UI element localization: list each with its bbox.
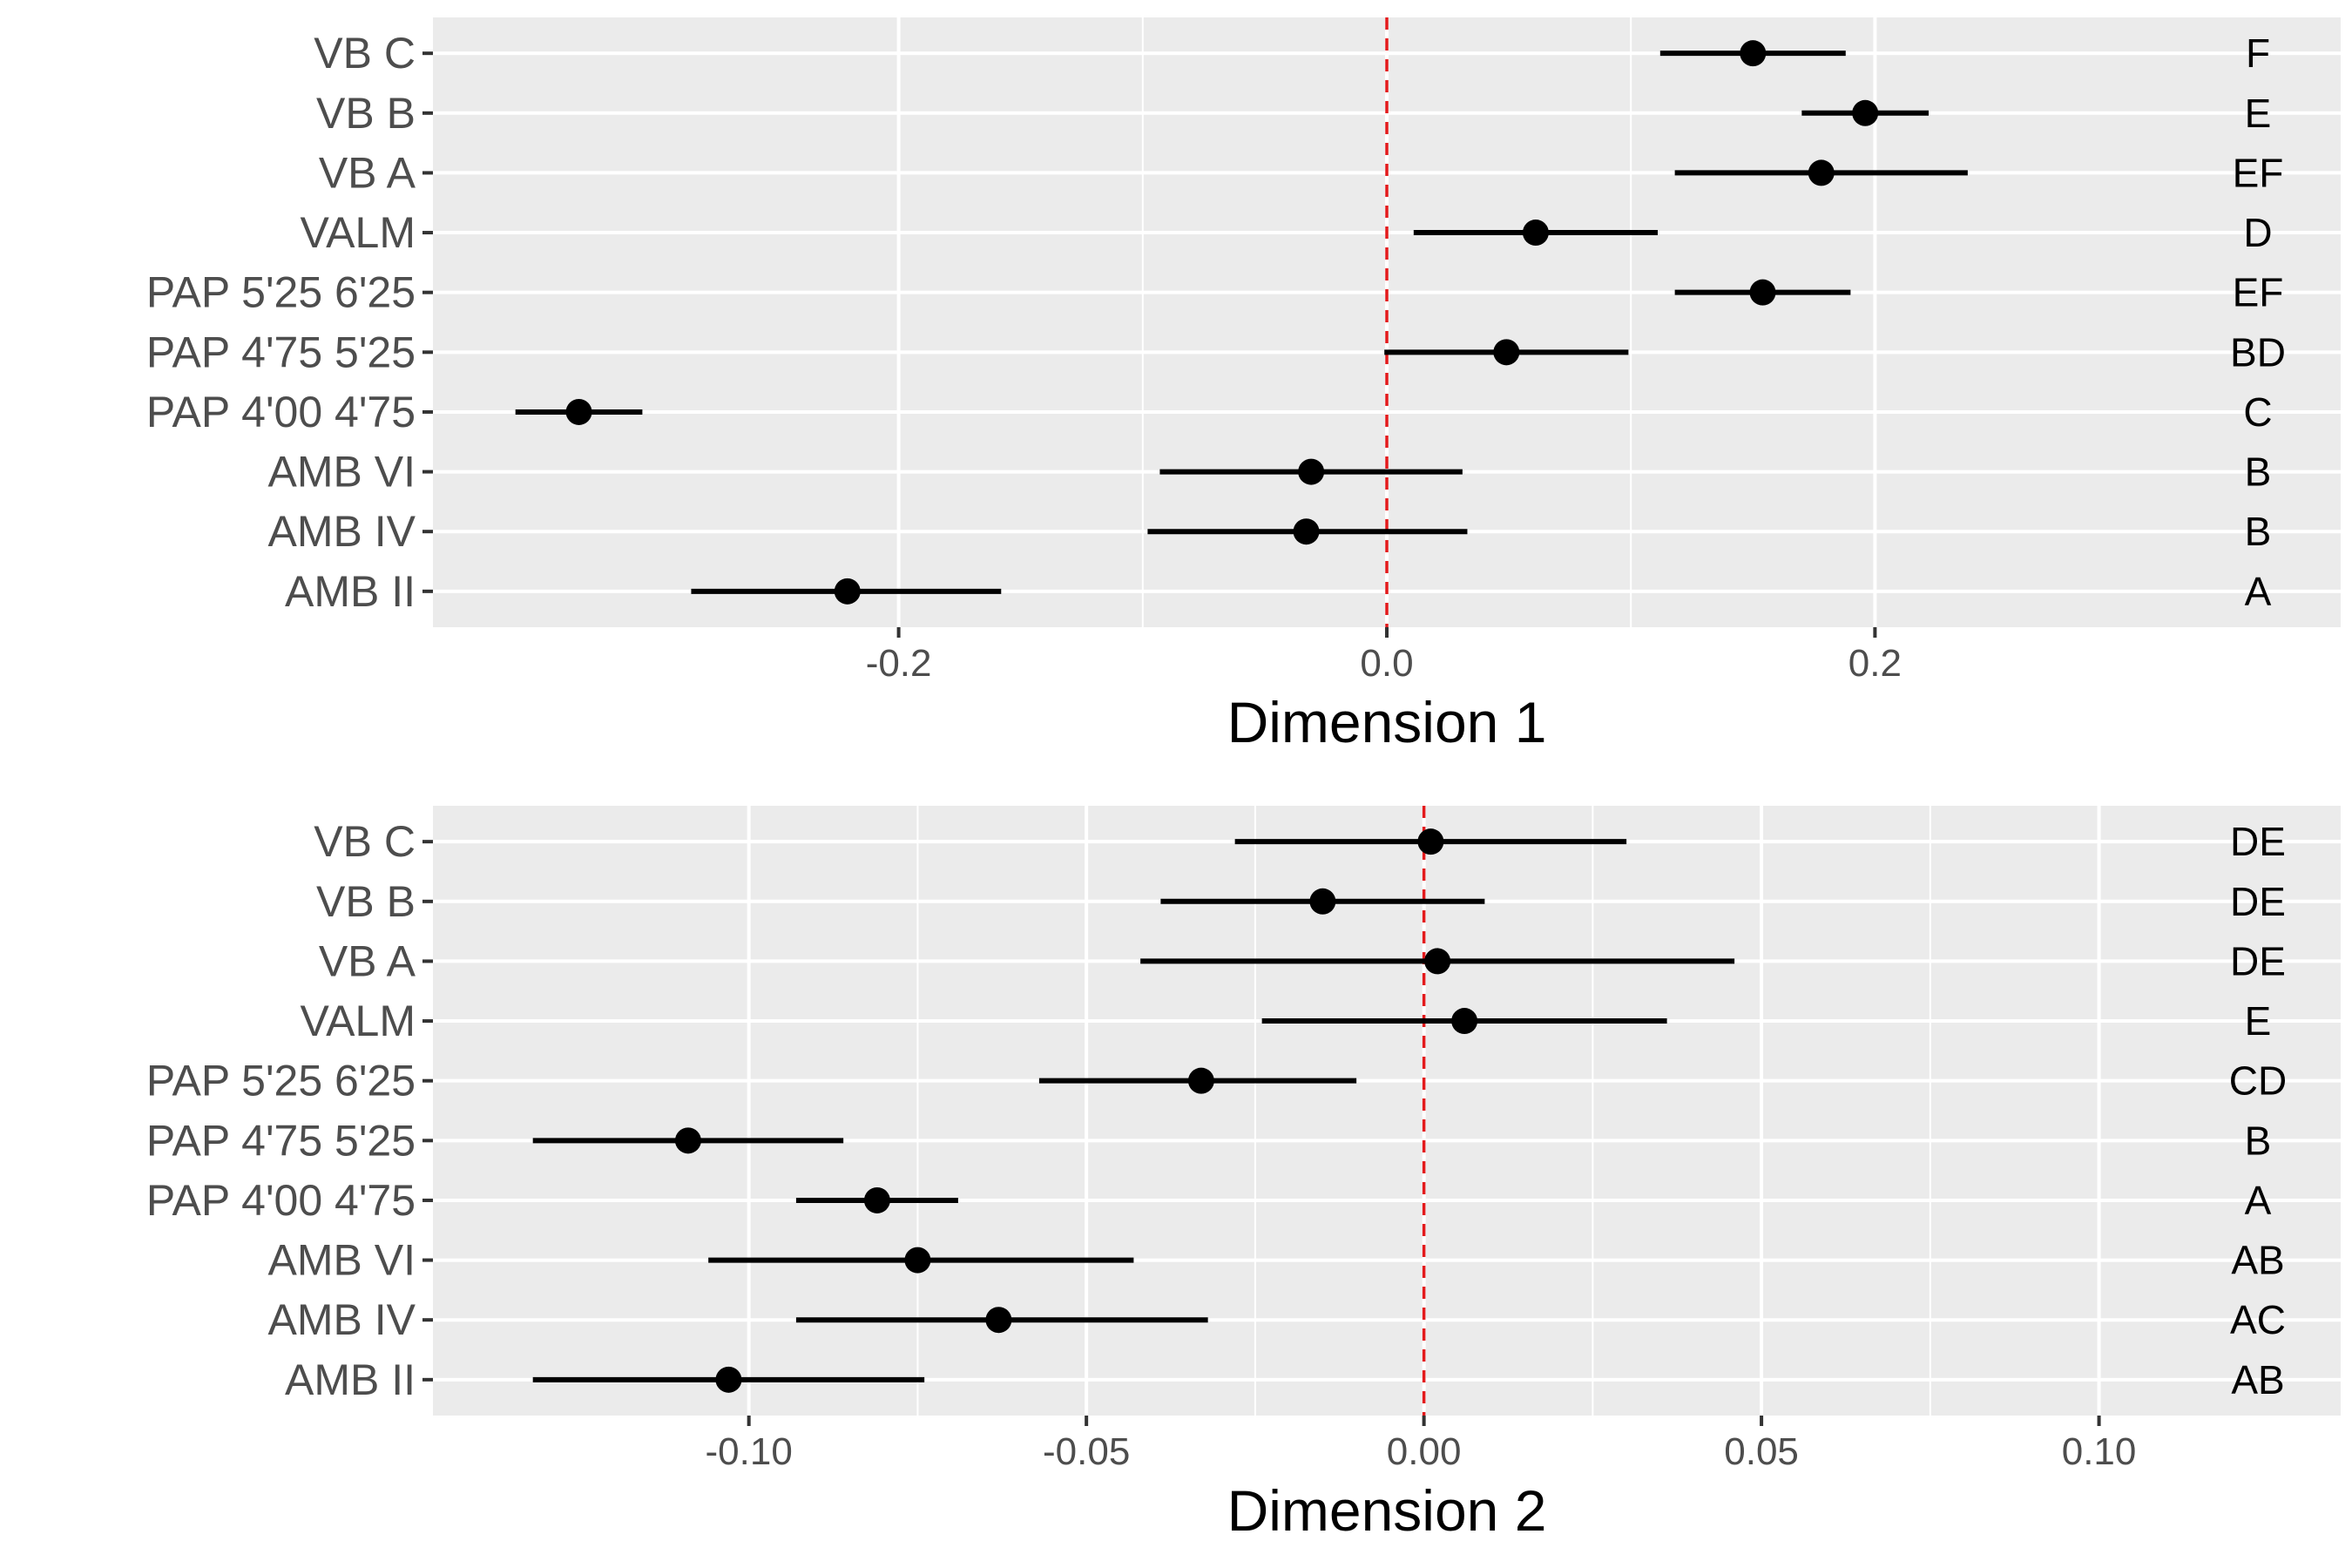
y-tick-label: AMB IV — [268, 1295, 416, 1344]
x-tick-label: -0.10 — [706, 1430, 793, 1473]
y-tick-label: PAP 4'00 4'75 — [146, 1176, 416, 1225]
group-letter-label: B — [2245, 1118, 2272, 1163]
x-tick-label: 0.00 — [1387, 1430, 1462, 1473]
estimate-point — [1522, 220, 1549, 247]
estimate-point — [1187, 1067, 1214, 1094]
estimate-point — [1451, 1008, 1478, 1035]
estimate-point — [1740, 40, 1767, 67]
group-letter-label: C — [2243, 389, 2272, 435]
group-letter-label: D — [2243, 210, 2272, 255]
group-letter-label: AB — [2231, 1238, 2284, 1283]
group-letter-label: B — [2245, 509, 2272, 554]
group-letter-label: DE — [2230, 879, 2286, 924]
x-tick-label: 0.2 — [1848, 642, 1902, 685]
y-tick-label: PAP 5'25 6'25 — [146, 268, 416, 317]
y-tick-label: AMB II — [285, 567, 416, 616]
estimate-point — [1417, 828, 1444, 855]
dimension-1-axis-title: Dimension 1 — [1227, 690, 1547, 754]
group-letter-label: A — [2245, 569, 2272, 614]
y-tick-label: VB A — [319, 936, 416, 985]
dimension-2-panel: VB C VB B VB A VALM PAP 5'25 6'25 PAP 4'75 5'… — [146, 806, 2341, 1543]
estimate-point — [1808, 159, 1835, 186]
estimate-point — [834, 578, 861, 605]
y-tick-label: VALM — [301, 997, 416, 1045]
y-tick-label: VB C — [314, 817, 416, 866]
group-letter-label: E — [2245, 91, 2272, 136]
y-tick-label: PAP 4'00 4'75 — [146, 388, 416, 436]
y-tick-label: PAP 4'75 5'25 — [146, 328, 416, 376]
estimate-point — [715, 1366, 742, 1393]
y-tick-label: VB B — [316, 877, 416, 926]
y-tick-label: PAP 4'75 5'25 — [146, 1116, 416, 1165]
y-tick-label: VB C — [314, 29, 416, 78]
y-tick-label: VB B — [316, 89, 416, 138]
estimate-point — [1309, 888, 1336, 915]
group-letter-label: A — [2245, 1178, 2272, 1223]
group-letter-label: F — [2246, 30, 2270, 76]
estimate-point — [863, 1186, 890, 1213]
y-tick-label: AMB VI — [268, 1236, 416, 1285]
y-tick-label: AMB IV — [268, 507, 416, 556]
estimate-point — [985, 1307, 1012, 1334]
group-letter-label: EF — [2233, 150, 2284, 195]
estimate-point — [1298, 458, 1325, 485]
y-tick-label: AMB II — [285, 1355, 416, 1404]
group-letter-label: AC — [2230, 1297, 2286, 1342]
estimate-point — [1493, 339, 1520, 366]
x-tick-label: -0.05 — [1043, 1430, 1130, 1473]
group-letter-label: BD — [2230, 329, 2286, 375]
estimate-point — [1424, 948, 1451, 975]
estimate-point — [1852, 99, 1879, 126]
x-tick-label: 0.05 — [1724, 1430, 1799, 1473]
estimate-point — [1293, 518, 1320, 545]
estimate-point — [904, 1247, 931, 1274]
dimension-1-panel: VB C VB B VB A VALM PAP 5'25 6'25 PAP 4'75 5'… — [146, 17, 2341, 754]
group-letter-label: DE — [2230, 819, 2286, 864]
group-letter-label: EF — [2233, 270, 2284, 315]
estimate-point — [674, 1127, 701, 1154]
dimension-2-plot-background — [433, 806, 2341, 1416]
y-tick-label: PAP 5'25 6'25 — [146, 1057, 416, 1105]
group-letter-label: AB — [2231, 1357, 2284, 1402]
group-letter-label: CD — [2229, 1058, 2287, 1104]
dimension-2-axis-title: Dimension 2 — [1227, 1478, 1547, 1543]
y-tick-label: VB A — [319, 148, 416, 197]
x-tick-label: -0.2 — [866, 642, 932, 685]
x-tick-label: 0.0 — [1360, 642, 1413, 685]
x-tick-label: 0.10 — [2062, 1430, 2137, 1473]
estimate-point — [565, 398, 592, 425]
group-letter-label: E — [2245, 998, 2272, 1044]
group-letter-label: DE — [2230, 938, 2286, 983]
y-tick-label: VALM — [301, 208, 416, 257]
y-tick-label: AMB VI — [268, 448, 416, 497]
group-letter-label: B — [2245, 449, 2272, 495]
estimate-point — [1749, 279, 1776, 306]
